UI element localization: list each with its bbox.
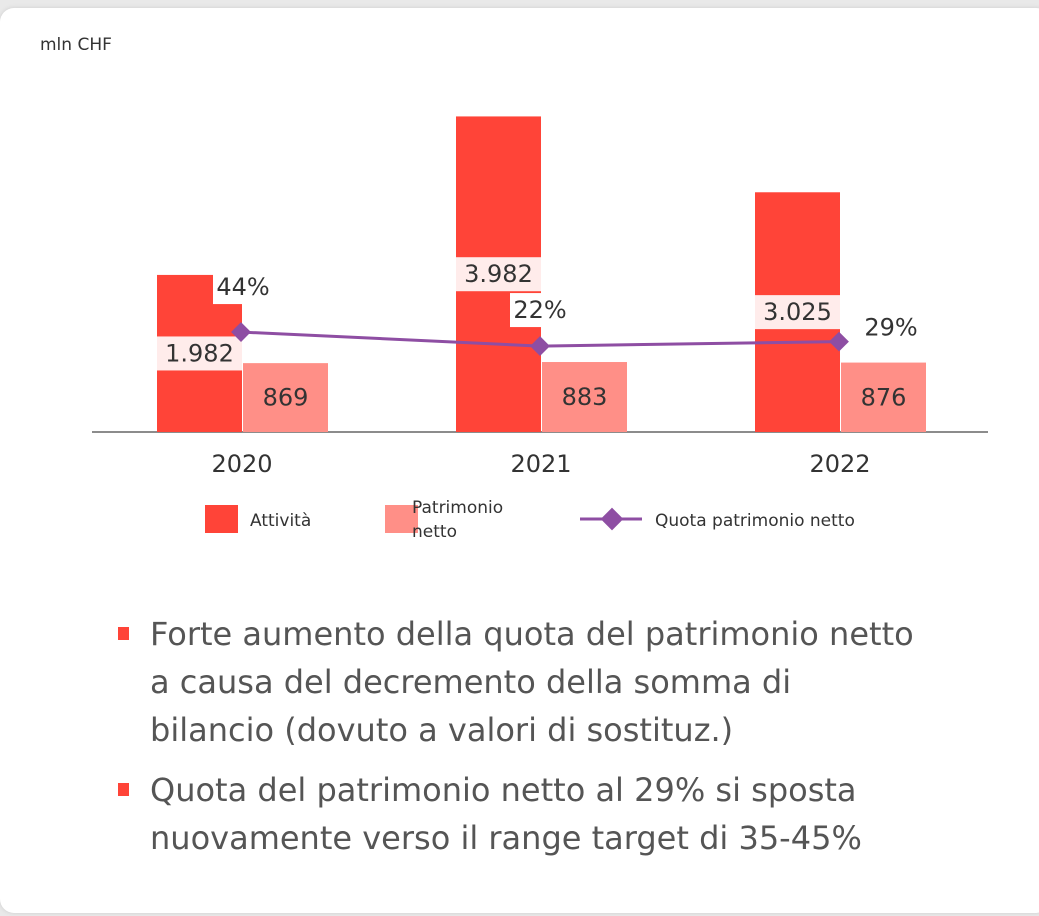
x-tick-label: 2021 [510,450,571,478]
bullet: Quota del patrimonio netto al 29% si spo… [118,766,918,862]
data-label: 3.982 [464,260,533,288]
data-label-box [456,257,541,292]
data-label: 29% [864,314,917,342]
data-label: 883 [562,383,608,411]
data-label-box [861,310,921,345]
x-tick-label: 2022 [809,450,870,478]
legend-swatch [385,505,418,533]
data-label-box [510,293,570,328]
data-label: 3.025 [763,298,832,326]
legend-swatch [205,505,238,533]
legend-label: Attività [250,511,311,531]
data-label: 876 [861,383,907,411]
marker [530,336,550,356]
legend-label: Quota patrimonio netto [655,511,855,531]
data-label-box [755,295,840,330]
data-label-box [213,270,273,305]
data-label: 22% [513,296,566,324]
bullet: Forte aumento della quota del patrimonio… [118,610,918,754]
marker [829,331,849,352]
marker [231,322,251,342]
chart: mln CHF 2020 1.982 869 2021 3.982 883 2022 3.02… [40,35,988,542]
legend-marker [600,507,624,531]
data-label: 869 [263,384,309,412]
data-label-box [157,336,242,371]
bar [542,362,627,432]
bullets: Forte aumento della quota del patrimonio… [118,610,918,874]
bar [841,362,926,432]
data-label: 44% [216,273,269,301]
data-label: 1.982 [165,339,234,367]
unit-label: mln CHF [40,35,112,55]
legend-label: Patrimonio netto [412,498,503,542]
x-tick-label: 2020 [211,450,272,478]
bar [243,363,328,432]
